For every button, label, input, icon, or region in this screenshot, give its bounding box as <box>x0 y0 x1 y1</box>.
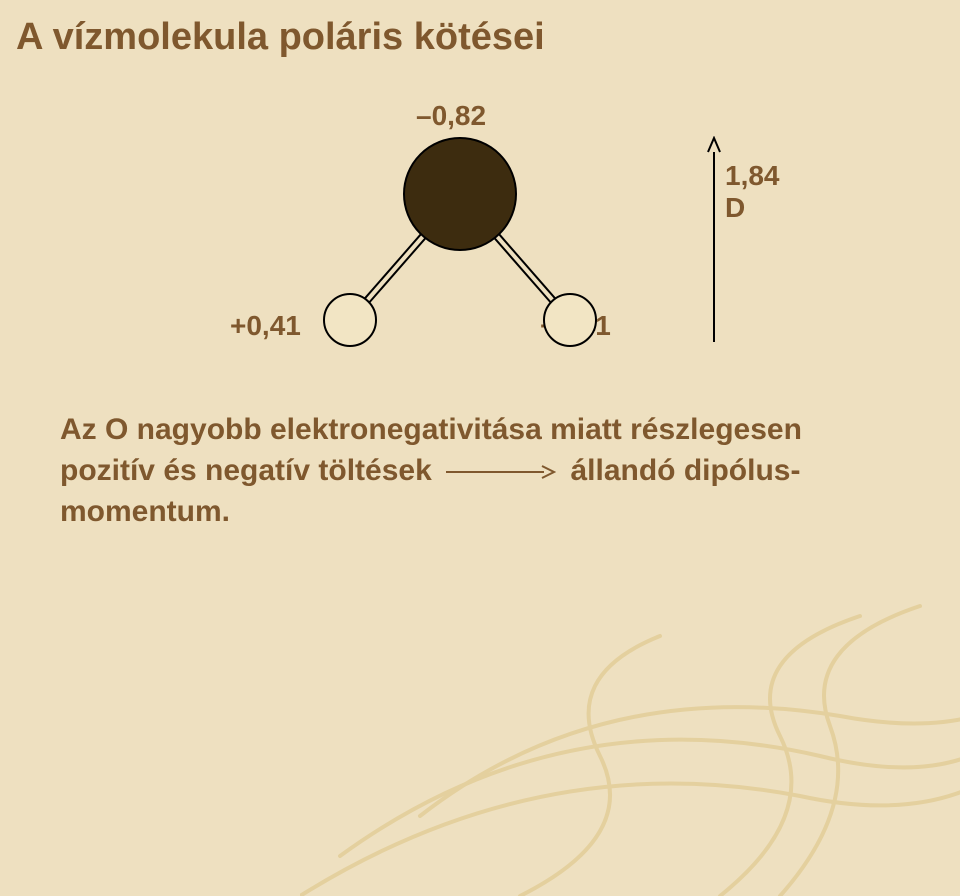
body-line2b: állandó dipólus- <box>570 454 800 487</box>
body-line2a: pozitív és negatív töltések <box>60 454 432 487</box>
body-text: Az O nagyobb elektronegativitása miatt r… <box>60 410 900 532</box>
dipole-arrow <box>700 136 728 346</box>
molecule-diagram: –0,82 +0,41 +0,41 1,84 D <box>160 100 800 360</box>
dipole-label: 1,84 D <box>725 160 800 224</box>
water-molecule <box>288 128 632 352</box>
page-title: A vízmolekula poláris kötései <box>16 16 545 59</box>
body-line1: Az O nagyobb elektronegativitása miatt r… <box>60 413 802 446</box>
body-line3: momentum. <box>60 495 230 528</box>
arrow-icon <box>446 451 556 492</box>
